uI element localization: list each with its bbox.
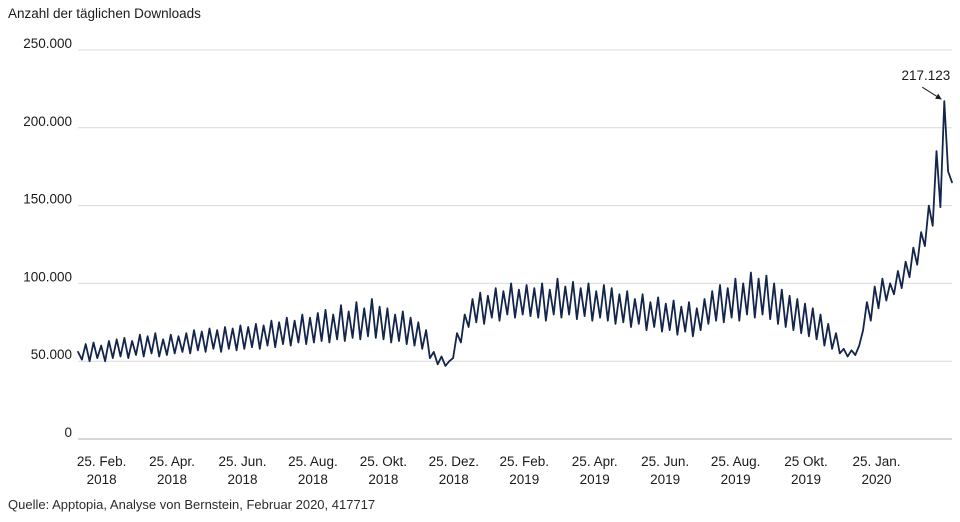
x-tick-label-year: 2020 bbox=[861, 472, 891, 487]
downloads-series-line bbox=[77, 100, 953, 367]
x-tick-label: 25. Jan. bbox=[852, 454, 900, 469]
y-tick-label: 50.000 bbox=[31, 347, 72, 362]
x-tick-label-year: 2019 bbox=[509, 472, 539, 487]
x-tick-label: 25. Aug. bbox=[288, 454, 338, 469]
x-tick-label: 25. Jun. bbox=[641, 454, 689, 469]
x-axis-labels: 25. Feb. 2018 25. Apr. 2018 25. Jun. 2018 25. … bbox=[77, 454, 901, 487]
y-tick-label: 150.000 bbox=[23, 192, 72, 207]
gridlines bbox=[78, 49, 952, 440]
y-axis-labels: 250.000 200.000 150.000 100.000 50.000 0 bbox=[23, 36, 72, 440]
peak-annotation-arrow-icon bbox=[921, 86, 942, 100]
x-tick-label-year: 2019 bbox=[650, 472, 680, 487]
x-tick-label: 25. Feb. bbox=[499, 454, 549, 469]
y-tick-label: 100.000 bbox=[23, 269, 72, 284]
x-tick-label: 25. Aug. bbox=[711, 454, 761, 469]
chart-title: Anzahl der täglichen Downloads bbox=[8, 6, 201, 21]
y-tick-label: 200.000 bbox=[23, 114, 72, 129]
y-tick-label: 0 bbox=[64, 425, 72, 440]
x-tick-label-year: 2018 bbox=[227, 472, 257, 487]
x-tick-label: 25. Feb. bbox=[77, 454, 127, 469]
peak-annotation-label: 217.123 bbox=[901, 68, 950, 83]
peak-annotation: 217.123 bbox=[901, 68, 950, 100]
x-tick-label-year: 2018 bbox=[157, 472, 187, 487]
x-tick-label: 25 Okt. bbox=[784, 454, 828, 469]
x-tick-label-year: 2019 bbox=[791, 472, 821, 487]
x-tick-label: 25. Okt. bbox=[360, 454, 407, 469]
x-tick-label-year: 2019 bbox=[721, 472, 751, 487]
x-tick-label: 25. Apr. bbox=[149, 454, 195, 469]
x-tick-label: 25. Jun. bbox=[218, 454, 266, 469]
x-tick-label-year: 2018 bbox=[368, 472, 398, 487]
y-tick-label: 250.000 bbox=[23, 36, 72, 51]
x-tick-label-year: 2019 bbox=[580, 472, 610, 487]
source-caption: Quelle: Apptopia, Analyse von Bernstein,… bbox=[8, 497, 376, 512]
x-tick-label: 25. Apr. bbox=[572, 454, 618, 469]
x-tick-label-year: 2018 bbox=[298, 472, 328, 487]
x-tick-label: 25. Dez. bbox=[429, 454, 479, 469]
x-tick-label-year: 2018 bbox=[87, 472, 117, 487]
x-tick-label-year: 2018 bbox=[439, 472, 469, 487]
